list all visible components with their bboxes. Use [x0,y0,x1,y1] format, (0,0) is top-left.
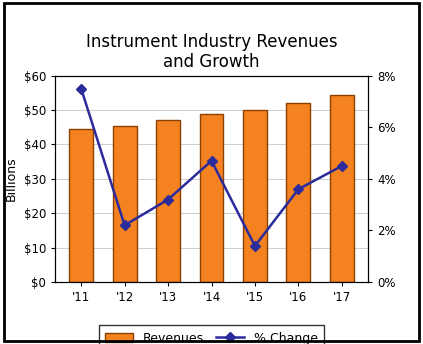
Legend: Revenues, % Change: Revenues, % Change [99,325,324,344]
Bar [69,129,93,282]
Bar [156,120,180,282]
Bar [243,110,267,282]
Bar [330,95,354,282]
Title: Instrument Industry Revenues
and Growth: Instrument Industry Revenues and Growth [86,33,337,71]
Bar [200,114,223,282]
Bar [113,126,137,282]
Bar [286,103,310,282]
Y-axis label: Billions: Billions [5,157,18,201]
